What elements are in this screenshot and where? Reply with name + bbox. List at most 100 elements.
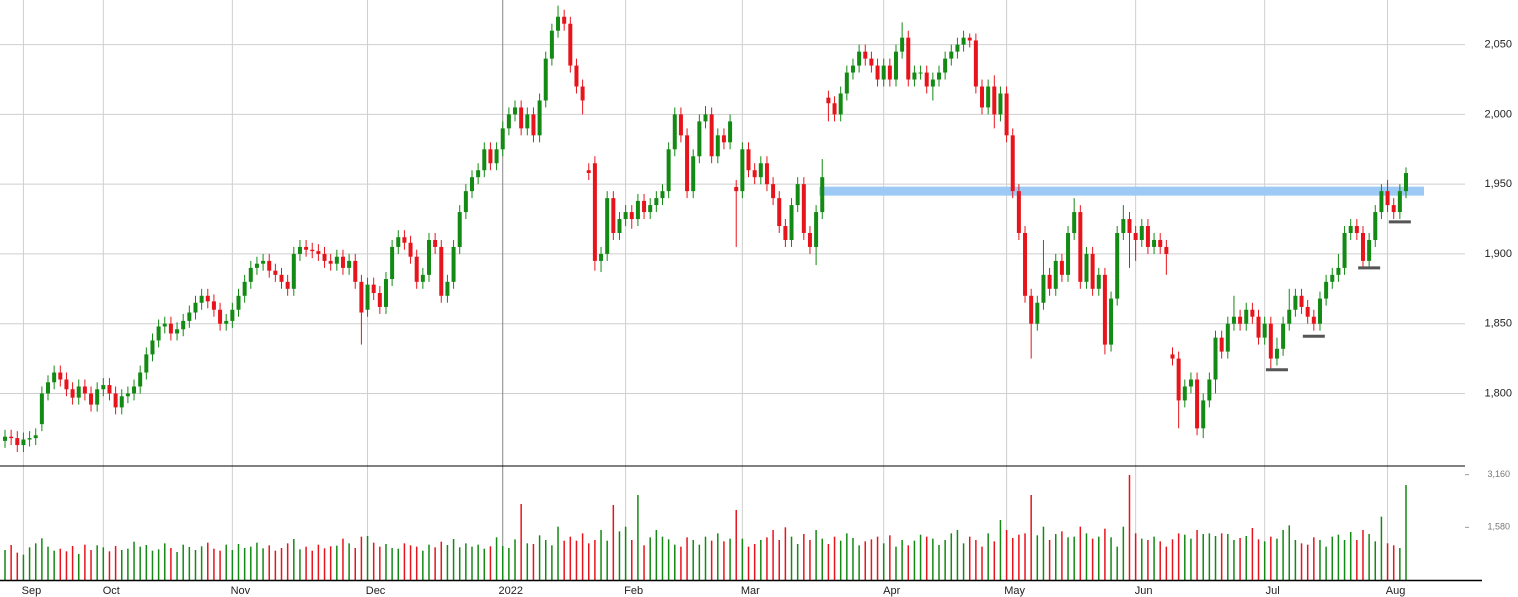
volume-bar [1018,534,1020,580]
volume-bar [637,495,639,580]
candle-body [1397,191,1402,213]
volume-bar [96,545,98,580]
candle-body [1023,233,1028,296]
candle-body [826,97,831,104]
volume-bar [1141,538,1143,580]
volume-bar [594,540,596,580]
volume-bar [157,549,160,580]
y-tick-label: 1,950 [1484,178,1512,190]
volume-bar [839,540,842,580]
candle-body [218,309,223,324]
volume-bar [569,536,572,580]
candle-body [506,114,511,129]
candle-body [175,329,180,334]
volume-bar [1300,543,1303,580]
volume-bar [790,536,793,580]
candle-body [70,389,75,398]
volume-bar [268,545,270,580]
volume-bar [231,550,234,580]
candle-body [986,86,991,108]
x-tick-label: Dec [366,585,386,597]
candle-body [420,274,425,282]
candle-body [1305,306,1310,317]
candle-body [1391,205,1396,213]
candle-body [1188,379,1193,387]
candle-body [1299,295,1304,307]
candle-body [574,65,579,87]
volume-bar [643,545,645,580]
volume-bar [1036,535,1039,580]
candle-body [76,386,81,398]
volume-bar [133,541,135,580]
candle-body [1066,233,1071,275]
candle-body [568,23,573,66]
volume-bar [907,545,910,580]
candle-body [1121,219,1126,233]
volume-bar [655,530,658,580]
candle-body [1127,219,1132,233]
volume-bar [895,546,897,580]
volume-bar [397,548,400,580]
volume-bar [919,534,922,580]
candle-body [322,253,327,261]
volume-bar [1042,526,1045,580]
volume-bar [1165,546,1168,580]
volume-bar [1399,548,1401,580]
candle-body [199,295,204,303]
candle-body [617,219,622,233]
candle-body [1115,233,1120,299]
volume-bar [1085,533,1088,580]
volume-bar [280,548,283,580]
candle-body [666,149,671,192]
volume-bar [1122,526,1125,580]
volume-bar [833,536,836,580]
candle-body [795,184,800,206]
volume-bar [600,530,602,580]
candle-body [1139,226,1144,240]
volume-bar [846,533,848,580]
x-tick-label: Aug [1386,585,1406,597]
candle-body [383,279,388,307]
volume-bar [336,545,338,580]
volume-bar [422,550,424,580]
volume-bar [1227,534,1229,580]
volume-bar [323,548,326,580]
volume-bar [649,537,651,580]
volume-bar [1153,536,1155,580]
volume-bar [1177,533,1180,580]
volume-bar [34,543,37,580]
candle-body [1225,323,1230,352]
candle-body [930,79,935,87]
volume-bar [1208,533,1211,580]
candle-body [1354,226,1359,233]
candle-body [334,256,339,264]
volume-bar [1202,534,1204,580]
candle-body [113,393,118,408]
y-tick-label: 1,900 [1484,248,1512,260]
candle-body [783,226,788,240]
candle-body [64,379,69,390]
volume-bar [391,548,393,580]
candle-body [402,237,407,243]
candle-body [752,170,757,178]
volume-bar [47,546,49,580]
volume-bar [544,540,547,580]
volume-bar [434,547,436,580]
candle-body [365,284,370,310]
volume-bar [1091,538,1094,580]
candle-body [248,267,253,282]
volume-bar [458,547,461,580]
volume-bar [735,510,737,580]
candle-body [807,233,812,247]
candle-body [1385,191,1390,206]
volume-bar [557,526,559,580]
volume-bar [145,545,148,580]
volume-bar [403,543,406,580]
candle-body [1336,267,1341,275]
volume-bar [311,550,313,580]
volume-bar [1098,536,1100,580]
candle-body [635,200,640,220]
candle-body [998,93,1003,115]
candle-body [746,149,751,171]
